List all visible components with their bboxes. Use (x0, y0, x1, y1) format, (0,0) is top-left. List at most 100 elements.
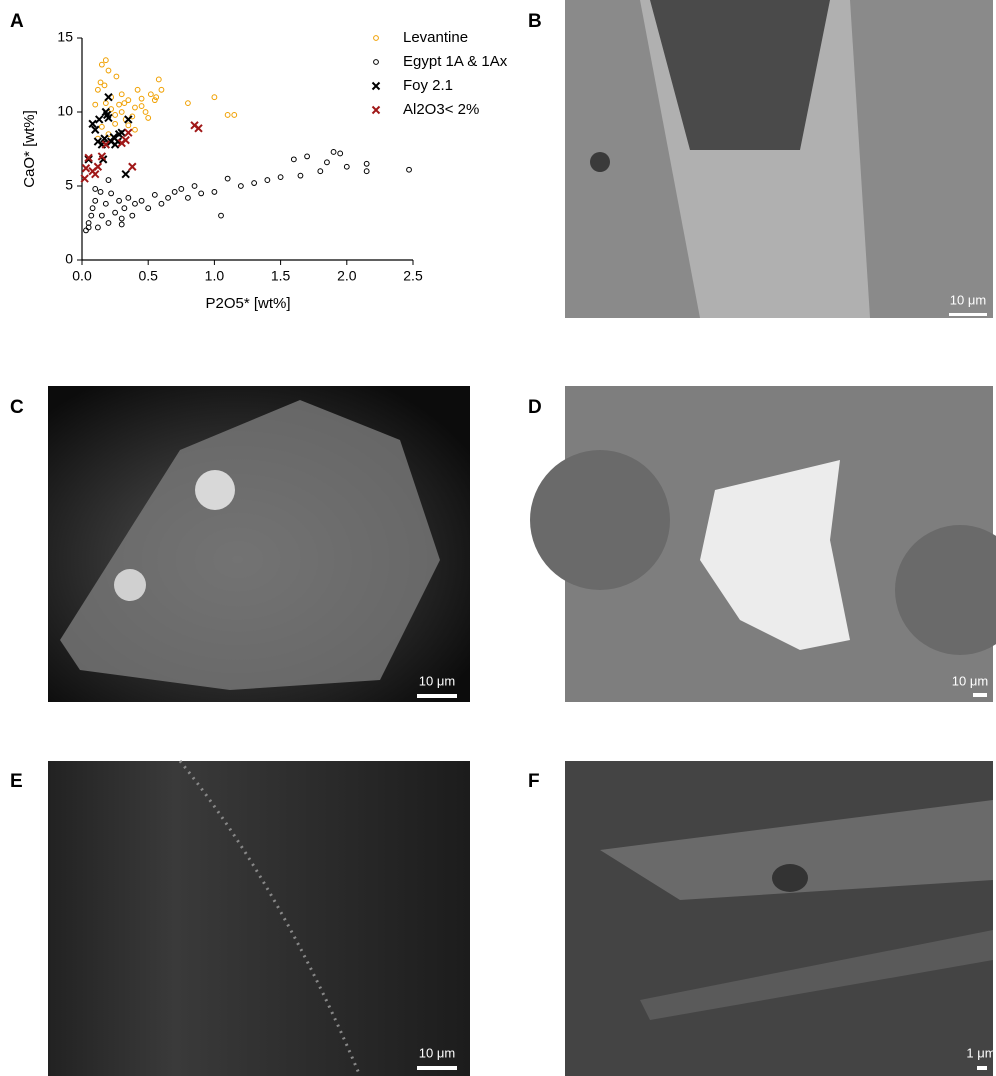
data-point (118, 215, 125, 222)
x-tick-label: 0.0 (72, 268, 92, 284)
data-point (113, 73, 120, 80)
data-point (406, 166, 412, 173)
legend-label: Al2O3< 2% (403, 101, 479, 118)
x-tick-label: 0.5 (138, 268, 158, 284)
data-point (121, 205, 128, 212)
data-point (97, 152, 107, 161)
data-point (251, 180, 258, 186)
data-point (185, 100, 191, 107)
data-point (84, 155, 93, 164)
data-point (98, 123, 105, 130)
data-point (93, 162, 103, 171)
scale-bar-label: 10 μm (952, 673, 988, 688)
legend-marker (371, 81, 381, 91)
panel-d-image (530, 386, 996, 702)
data-point (138, 197, 145, 204)
data-point (128, 162, 137, 171)
data-point (125, 97, 132, 104)
data-point (114, 129, 124, 139)
scale-bar-label: 10 μm (419, 673, 455, 688)
data-point (97, 79, 104, 86)
data-point (92, 101, 99, 108)
panel-b-image (565, 0, 993, 318)
data-point (85, 224, 92, 231)
data-point (138, 95, 145, 102)
data-point (98, 212, 105, 219)
data-point (132, 126, 138, 133)
data-point (118, 109, 125, 115)
panel-f-image (565, 761, 993, 1076)
data-point (151, 191, 158, 198)
data-point (337, 150, 344, 157)
panel-letter: C (10, 397, 24, 418)
data-point (94, 86, 101, 93)
data-point (155, 76, 162, 83)
data-point (118, 221, 125, 228)
data-point (94, 224, 101, 231)
panel-letter: F (528, 771, 540, 792)
data-point (194, 124, 203, 133)
data-point (92, 197, 99, 204)
data-point (264, 177, 271, 183)
data-point (224, 112, 231, 118)
data-point (80, 174, 89, 183)
data-point (101, 140, 111, 149)
data-point (91, 169, 100, 179)
data-point (102, 200, 109, 207)
data-point (297, 172, 304, 179)
data-point (125, 194, 132, 201)
x-tick-label: 1.5 (271, 268, 291, 284)
legend-marker (371, 105, 381, 115)
x-tick-label: 1.0 (205, 268, 225, 284)
legend-marker (373, 35, 379, 41)
data-point (147, 91, 154, 98)
data-point (124, 128, 133, 137)
data-point (138, 103, 145, 109)
data-point (132, 104, 138, 111)
y-axis-title: CaO* [wt%] (21, 110, 38, 188)
data-point (145, 205, 152, 212)
data-point (124, 115, 133, 124)
panel-c-image (48, 386, 470, 702)
legend-marker (373, 59, 379, 65)
panel-letter: D (528, 397, 542, 418)
data-point (191, 183, 198, 189)
data-point (211, 189, 218, 195)
data-point (151, 97, 158, 104)
legend-label: Egypt 1A & 1Ax (403, 53, 508, 70)
data-point (116, 101, 122, 108)
data-point (158, 200, 165, 207)
panel-letter: E (10, 771, 23, 792)
data-point (105, 177, 112, 183)
y-tick-label: 0 (65, 251, 73, 267)
panel-letter: A (10, 11, 24, 32)
scale-bar-label: 10 μm (950, 292, 986, 307)
scale-bar-label: 10 μm (419, 1045, 455, 1060)
data-point (363, 160, 370, 167)
data-point (330, 149, 337, 155)
data-point (102, 100, 109, 107)
data-point (104, 92, 113, 102)
data-point (125, 122, 132, 129)
data-point (290, 156, 297, 163)
data-point (121, 100, 128, 107)
data-point (95, 115, 104, 124)
data-point (211, 94, 218, 101)
data-point (83, 227, 89, 234)
panel-e-image (48, 760, 470, 1076)
scale-bar-label: 1 μm (966, 1045, 995, 1060)
legend-label: Levantine (403, 29, 468, 46)
data-point (118, 91, 125, 98)
data-point (84, 153, 93, 163)
data-point (171, 189, 178, 195)
data-point (112, 209, 118, 216)
data-point (134, 86, 141, 93)
data-point (304, 153, 310, 160)
data-point (88, 119, 97, 129)
data-point (91, 125, 100, 134)
x-tick-label: 2.5 (403, 268, 423, 284)
data-point (98, 61, 105, 68)
data-point (100, 134, 109, 143)
data-point (231, 112, 238, 118)
